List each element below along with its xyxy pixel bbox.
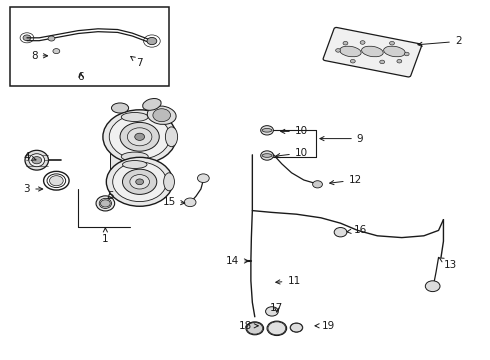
Ellipse shape (336, 49, 341, 52)
Bar (110, 144, 152, 169)
Circle shape (32, 157, 42, 164)
Circle shape (153, 109, 171, 122)
Circle shape (127, 128, 152, 146)
Text: 12: 12 (330, 175, 362, 185)
Circle shape (425, 281, 440, 292)
Text: 10: 10 (276, 148, 308, 158)
Circle shape (147, 37, 157, 45)
Text: 16: 16 (347, 225, 367, 235)
Text: 4: 4 (24, 152, 36, 162)
Text: 17: 17 (270, 303, 284, 313)
Text: 18: 18 (238, 321, 258, 331)
Ellipse shape (384, 46, 405, 57)
Ellipse shape (340, 46, 361, 57)
Text: 10: 10 (281, 126, 308, 136)
Circle shape (53, 49, 60, 54)
Circle shape (290, 323, 303, 332)
Ellipse shape (96, 196, 115, 211)
Circle shape (120, 122, 159, 151)
Circle shape (122, 169, 157, 194)
Ellipse shape (164, 173, 174, 191)
Ellipse shape (143, 99, 161, 110)
Ellipse shape (47, 174, 66, 188)
Ellipse shape (29, 154, 45, 167)
Text: 1: 1 (102, 228, 109, 244)
Text: 15: 15 (162, 197, 185, 207)
Circle shape (106, 157, 173, 206)
Circle shape (136, 179, 144, 185)
Circle shape (334, 228, 347, 237)
Circle shape (23, 35, 31, 41)
Ellipse shape (121, 152, 148, 161)
Circle shape (266, 307, 278, 316)
Circle shape (48, 36, 55, 41)
Circle shape (103, 110, 176, 164)
Circle shape (109, 114, 170, 159)
Circle shape (135, 133, 145, 140)
Ellipse shape (390, 41, 394, 45)
Text: 13: 13 (439, 258, 458, 270)
FancyBboxPatch shape (323, 27, 422, 77)
Ellipse shape (165, 127, 177, 147)
Circle shape (184, 198, 196, 207)
Text: 6: 6 (77, 72, 84, 82)
Ellipse shape (362, 46, 383, 57)
Circle shape (267, 321, 287, 336)
Ellipse shape (343, 41, 348, 45)
Text: 5: 5 (107, 191, 114, 201)
Text: 11: 11 (276, 276, 301, 286)
Ellipse shape (360, 41, 365, 44)
Ellipse shape (121, 112, 148, 122)
Ellipse shape (404, 52, 409, 56)
Text: 8: 8 (31, 51, 48, 61)
Circle shape (261, 126, 273, 135)
Ellipse shape (49, 176, 63, 186)
Bar (10, 7, 169, 86)
Text: 7: 7 (131, 57, 143, 68)
Ellipse shape (25, 150, 49, 170)
Ellipse shape (147, 106, 176, 125)
Text: 2: 2 (418, 36, 462, 46)
Circle shape (246, 322, 264, 335)
Circle shape (100, 200, 110, 207)
Ellipse shape (380, 60, 385, 64)
Ellipse shape (262, 129, 272, 132)
Ellipse shape (111, 103, 128, 113)
Circle shape (113, 162, 167, 202)
Text: 3: 3 (24, 184, 43, 194)
Text: 19: 19 (315, 321, 335, 331)
Text: 9: 9 (320, 134, 364, 144)
Ellipse shape (397, 59, 402, 63)
Text: 14: 14 (226, 256, 248, 266)
Ellipse shape (122, 161, 147, 168)
Ellipse shape (350, 59, 355, 63)
Circle shape (130, 175, 149, 189)
Circle shape (197, 174, 209, 183)
Ellipse shape (99, 198, 111, 208)
Circle shape (261, 151, 273, 160)
Circle shape (313, 181, 322, 188)
Ellipse shape (262, 154, 272, 157)
